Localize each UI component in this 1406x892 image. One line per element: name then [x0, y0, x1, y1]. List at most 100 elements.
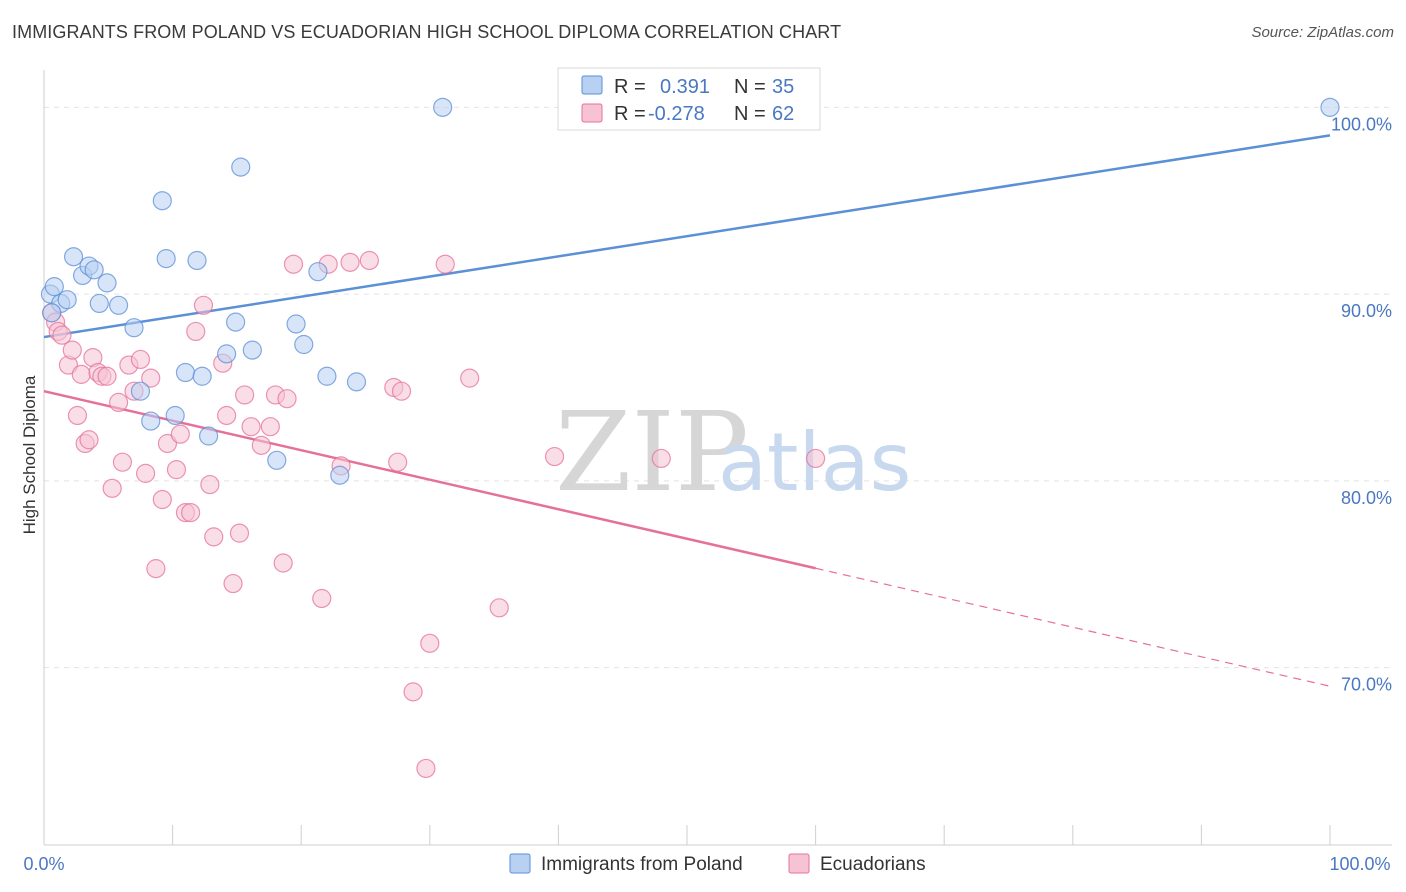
point-ecuadorians [489, 598, 509, 618]
y-tick-labels: 100.0% 90.0% 80.0% 70.0% [1331, 114, 1392, 694]
point-poland [317, 366, 337, 386]
point-ecuadorians [388, 452, 408, 472]
point-poland [42, 303, 62, 323]
x-tick-labels: 0.0% 100.0% [23, 854, 1390, 874]
point-ecuadorians [260, 417, 280, 437]
point-ecuadorians [204, 527, 224, 547]
y-tick-label: 90.0% [1341, 301, 1392, 321]
point-poland [108, 295, 129, 315]
point-ecuadorians [166, 460, 187, 480]
point-poland [199, 426, 219, 446]
point-ecuadorians [420, 633, 440, 653]
point-ecuadorians [146, 559, 166, 579]
point-ecuadorians [135, 463, 156, 483]
point-ecuadorians [62, 340, 82, 360]
point-poland [156, 249, 176, 269]
point-ecuadorians [223, 573, 243, 594]
point-poland [57, 290, 77, 310]
point-ecuadorians [112, 452, 133, 472]
watermark: ZIP atlas [555, 388, 911, 516]
point-ecuadorians [229, 523, 250, 543]
point-poland [242, 340, 262, 360]
point-poland [217, 344, 237, 364]
point-poland [192, 366, 212, 386]
bottom-legend-swatch-ecuadorians [788, 853, 810, 874]
axes [43, 70, 1392, 846]
point-poland [84, 260, 104, 280]
point-ecuadorians [79, 430, 99, 450]
point-ecuadorians [359, 250, 379, 271]
y-axis-label: High School Diploma [20, 375, 39, 534]
point-ecuadorians [416, 758, 436, 779]
point-poland [152, 191, 172, 211]
point-ecuadorians [235, 385, 255, 405]
point-ecuadorians [97, 366, 117, 386]
point-ecuadorians [181, 502, 201, 523]
point-ecuadorians [71, 364, 91, 384]
point-ecuadorians [200, 474, 220, 495]
y-tick-label: 100.0% [1331, 114, 1392, 134]
watermark-zip: ZIP [555, 388, 749, 516]
point-poland [141, 411, 161, 431]
point-ecuadorians [277, 389, 297, 409]
point-poland [175, 362, 196, 383]
point-poland [231, 157, 251, 177]
legend-r-value-ecuadorians: -0.278 [648, 103, 705, 125]
chart-source: Source: ZipAtlas.com [1251, 24, 1394, 41]
point-ecuadorians [805, 448, 826, 469]
point-poland [286, 314, 306, 334]
point-poland [330, 465, 350, 485]
y-tick-label: 70.0% [1341, 675, 1392, 695]
point-poland [267, 450, 287, 470]
point-ecuadorians [312, 588, 332, 609]
point-poland [165, 405, 185, 426]
point-ecuadorians [108, 392, 129, 413]
bottom-legend-label-poland: Immigrants from Poland [541, 854, 743, 875]
point-ecuadorians [130, 349, 151, 370]
point-poland [308, 262, 328, 282]
point-poland [124, 318, 144, 338]
point-ecuadorians [67, 405, 88, 426]
point-ecuadorians [651, 448, 671, 469]
point-poland [97, 273, 117, 293]
x-tick-label-right: 100.0% [1329, 854, 1390, 874]
correlation-legend: R = 0.391 N = 35 R = -0.278 N = 62 [557, 67, 821, 131]
x-tick-label-left: 0.0% [23, 854, 64, 874]
point-ecuadorians [251, 435, 271, 455]
point-poland [294, 334, 314, 355]
data-points [40, 97, 1340, 779]
chart-title: IMMIGRANTS FROM POLAND VS ECUADORIAN HIG… [12, 22, 842, 42]
legend-r-label-ecuadorians: R = [614, 103, 646, 125]
point-ecuadorians [460, 368, 480, 388]
point-poland [346, 372, 367, 392]
y-tick-label: 80.0% [1341, 488, 1392, 508]
point-ecuadorians [157, 433, 178, 454]
point-ecuadorians [193, 295, 214, 315]
legend-swatch-poland [581, 75, 603, 95]
point-poland [44, 277, 64, 297]
point-ecuadorians [273, 553, 293, 573]
trend-line-poland [43, 134, 1331, 339]
legend-r-label-poland: R = [614, 76, 646, 98]
legend-swatch-ecuadorians [581, 103, 603, 123]
point-ecuadorians [102, 478, 122, 498]
point-poland [187, 250, 207, 271]
point-ecuadorians [241, 417, 261, 437]
point-ecuadorians [403, 682, 423, 702]
legend-n-value-ecuadorians: 62 [772, 103, 794, 125]
point-poland [433, 97, 453, 117]
point-ecuadorians [391, 381, 412, 401]
legend-n-value-poland: 35 [772, 76, 794, 98]
point-ecuadorians [170, 424, 190, 444]
point-ecuadorians [217, 405, 237, 426]
point-ecuadorians [435, 254, 455, 274]
trend-line-ecuadorians-dashed [815, 567, 1331, 687]
point-poland [1320, 97, 1340, 117]
series-legend: Immigrants from Poland Ecuadorians [509, 853, 926, 875]
point-poland [226, 312, 246, 332]
point-ecuadorians [152, 489, 172, 510]
point-ecuadorians [283, 254, 304, 274]
point-ecuadorians [544, 446, 565, 467]
point-ecuadorians [141, 368, 161, 388]
legend-n-label-poland: N = [734, 76, 766, 98]
